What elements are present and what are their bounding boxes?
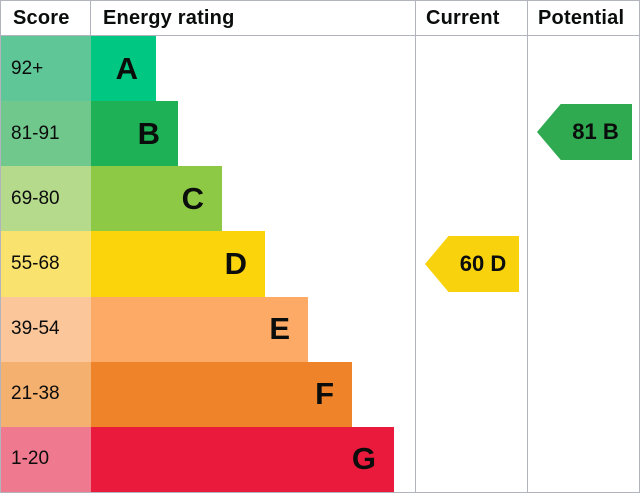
band-row-g: 1-20 G <box>1 426 639 492</box>
potential-column-divider <box>527 36 528 492</box>
band-row-a: 92+ A <box>1 36 639 102</box>
band-letter: G <box>351 441 376 477</box>
band-bar-g: G <box>91 426 394 492</box>
band-bar-b: B <box>91 101 178 167</box>
band-letter: D <box>224 245 247 281</box>
band-row-d: 55-68 D <box>1 231 639 297</box>
current-rating-label: 60 D <box>459 251 507 276</box>
band-row-f: 21-38 F <box>1 361 639 427</box>
band-score-range: 21-38 <box>1 361 91 427</box>
current-column-divider <box>415 36 416 492</box>
band-bar-e: E <box>91 296 308 362</box>
band-bar-a: A <box>91 36 156 102</box>
band-score-range: 39-54 <box>1 296 91 362</box>
band-letter: B <box>137 115 160 151</box>
band-bar-f: F <box>91 361 352 427</box>
potential-column-header: Potential <box>538 6 625 29</box>
chart-body: 92+ A 81-91 B 69-80 C 55-68 D 39-54 E 21… <box>1 36 639 492</box>
potential-rating-label: 81 B <box>572 119 619 144</box>
band-score-range: 81-91 <box>1 101 91 167</box>
band-score-range: 69-80 <box>1 166 91 232</box>
current-column-header: Current <box>416 1 528 35</box>
band-bar-d: D <box>91 231 265 297</box>
band-letter: A <box>115 50 138 86</box>
band-score-range: 1-20 <box>1 426 91 492</box>
band-letter: C <box>181 180 204 216</box>
band-row-b: 81-91 B <box>1 101 639 167</box>
band-bar-c: C <box>91 166 222 232</box>
band-letter: F <box>315 376 334 412</box>
band-score-range: 92+ <box>1 36 91 102</box>
score-column-header: Score <box>1 1 91 35</box>
header-row: Score Energy rating Current Potential <box>1 1 639 36</box>
band-score-range: 55-68 <box>1 231 91 297</box>
band-row-c: 69-80 C <box>1 166 639 232</box>
band-row-e: 39-54 E <box>1 296 639 362</box>
band-letter: E <box>269 311 290 347</box>
energy-rating-column-header: Energy rating <box>91 1 416 35</box>
